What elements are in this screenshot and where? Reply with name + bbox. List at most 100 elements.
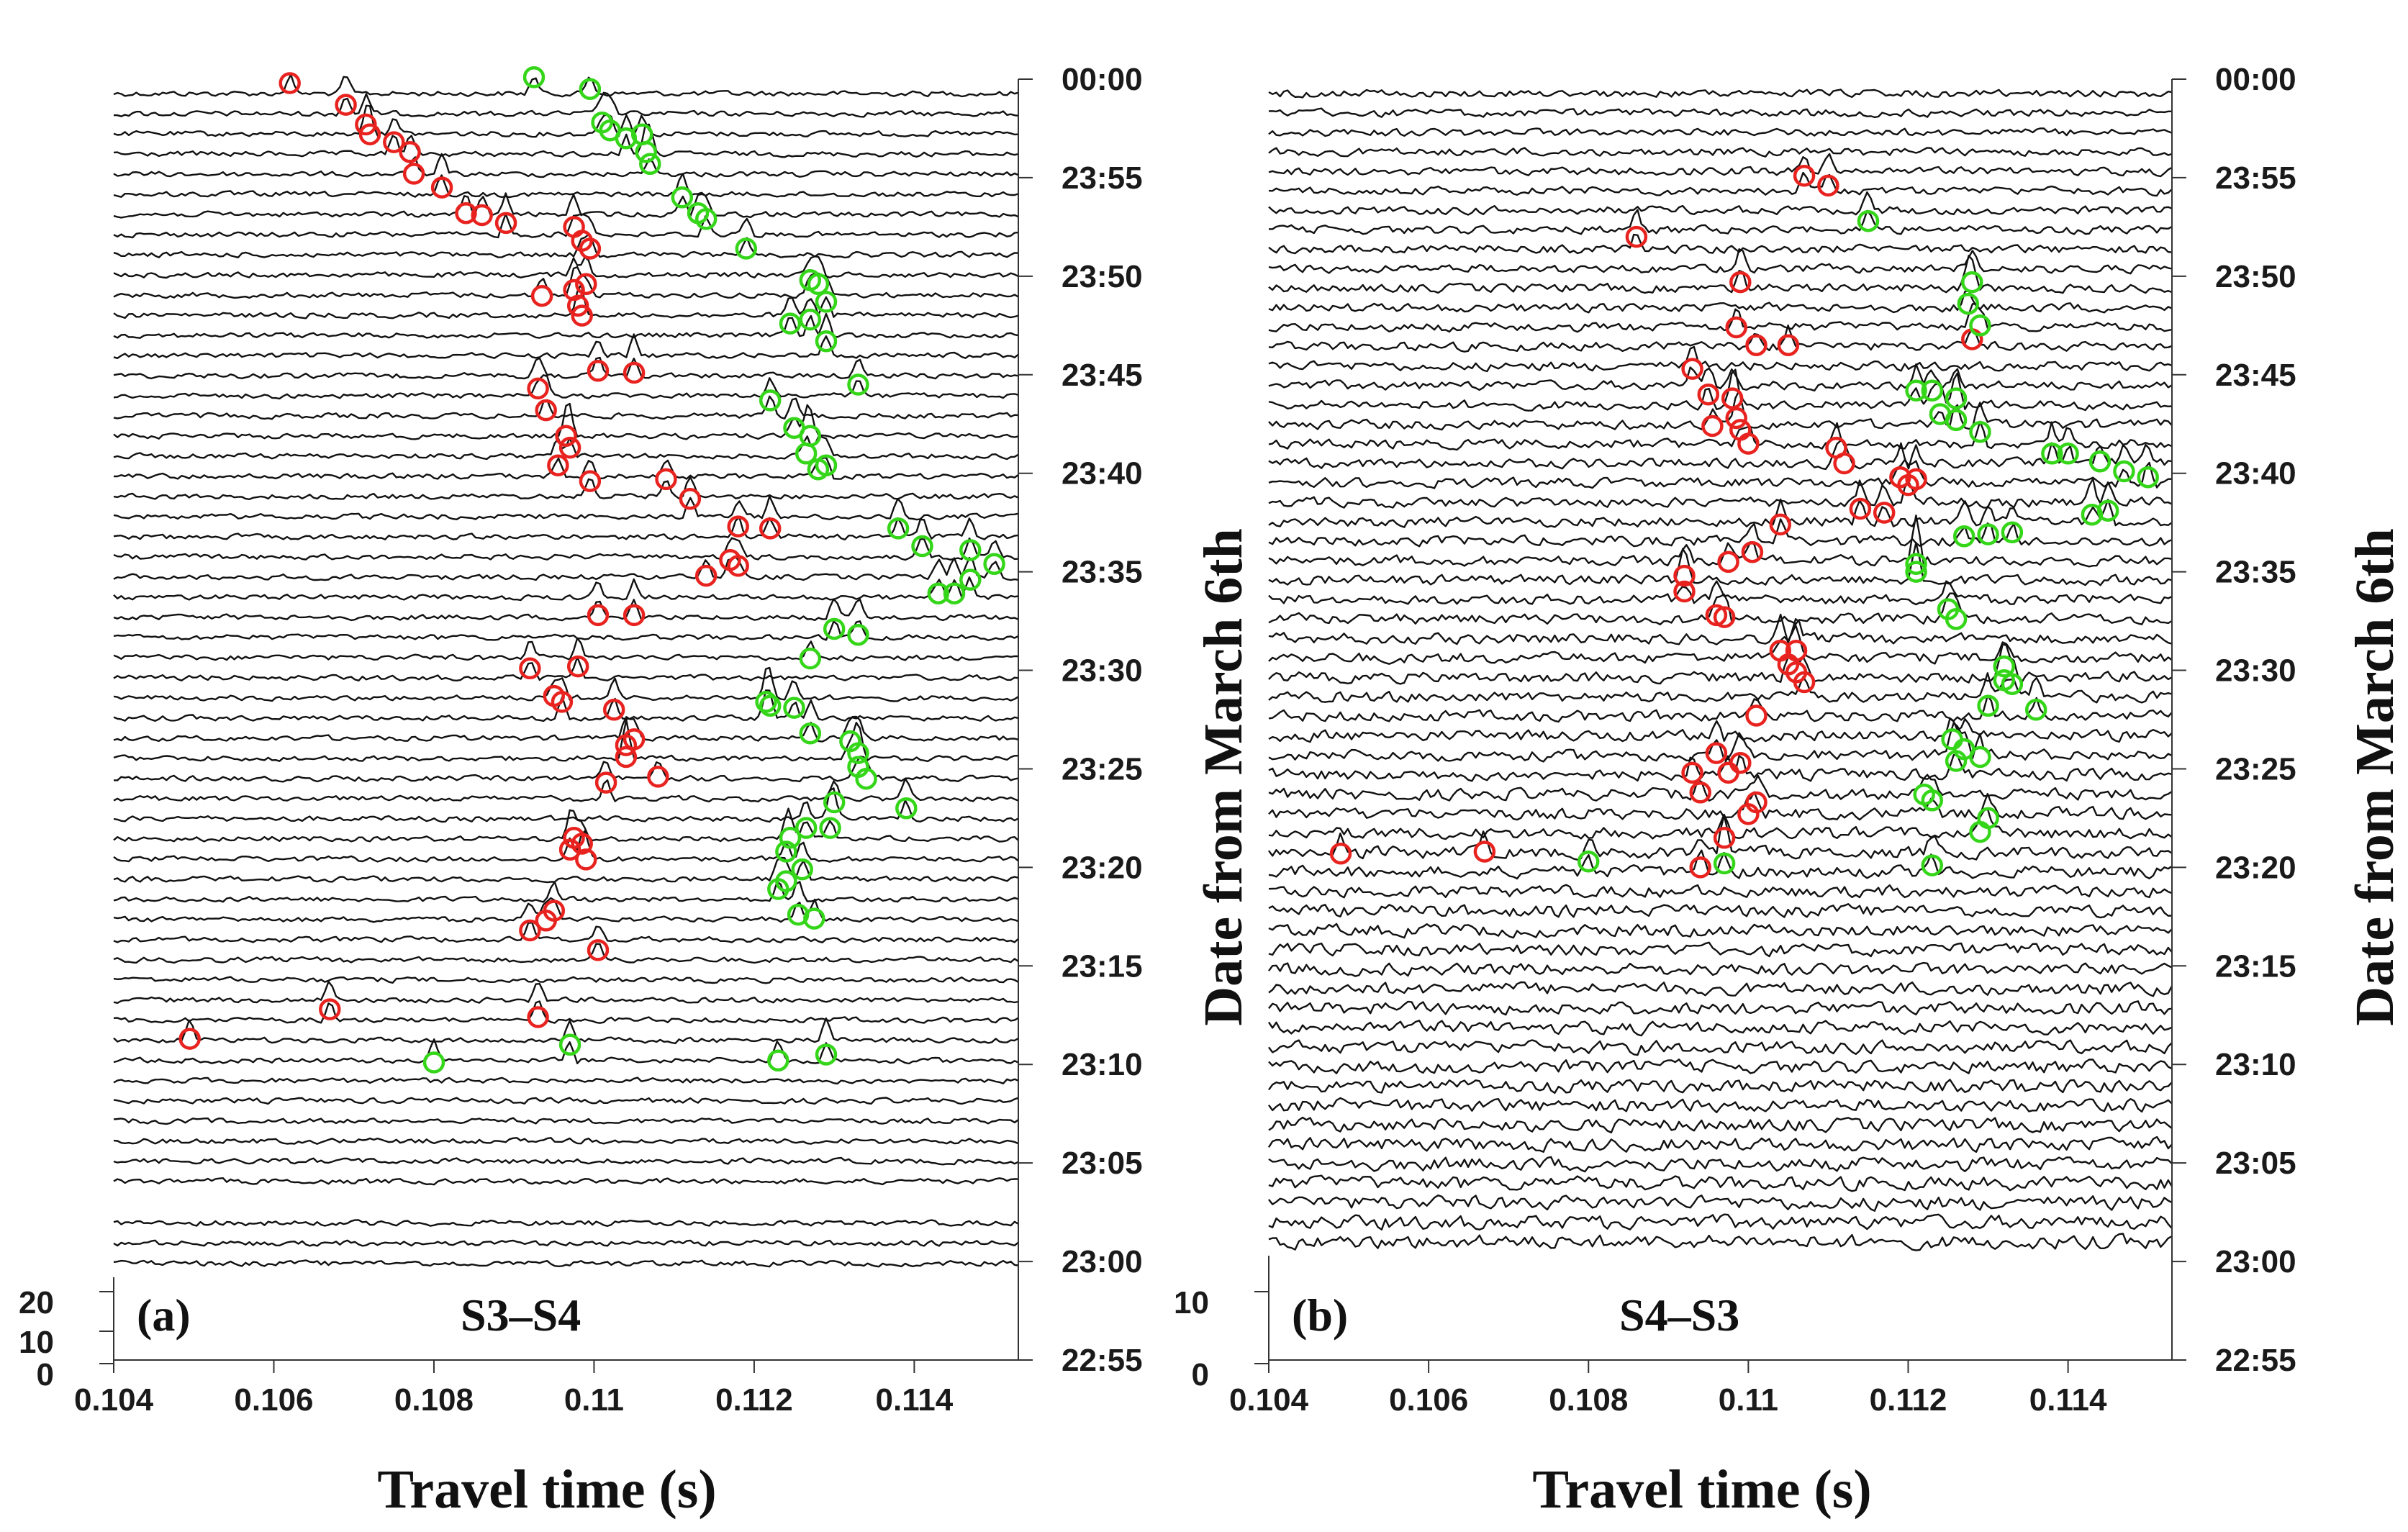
red-pick-marker [1817, 174, 1839, 197]
x-tick-label: 0.114 [2029, 1382, 2107, 1418]
trace-line [113, 637, 1019, 662]
red-pick-marker [566, 655, 589, 678]
red-pick-marker [1473, 840, 1496, 863]
trace-line [1268, 191, 2173, 216]
green-pick-marker [815, 1043, 838, 1066]
red-pick-marker [1673, 564, 1696, 587]
amplitude-tick-label: 0 [37, 1357, 54, 1392]
green-pick-marker [1969, 745, 1991, 769]
green-pick-marker [815, 330, 838, 353]
trace-line [1268, 518, 2173, 548]
green-pick-marker [847, 373, 869, 396]
trace-line [113, 943, 1019, 964]
green-pick-marker [847, 742, 869, 764]
red-pick-marker [555, 425, 577, 447]
trace-line [1268, 458, 2172, 489]
trace-line [1268, 542, 2173, 586]
trace-line [113, 1177, 1019, 1186]
red-pick-marker [1833, 452, 1855, 475]
green-pick-marker [895, 797, 918, 820]
time-tick-label: 23:25 [2215, 751, 2296, 787]
red-pick-marker [1725, 316, 1747, 339]
trace-line [1268, 325, 2173, 353]
red-pick-marker [587, 604, 610, 627]
green-pick-marker [1921, 379, 1944, 402]
red-pick-marker [1769, 513, 1792, 536]
red-pick-marker [1725, 407, 1747, 430]
green-pick-marker [1969, 420, 1991, 443]
green-pick-marker [1977, 523, 1999, 545]
green-pick-marker [799, 722, 822, 745]
green-pick-marker [579, 78, 602, 100]
red-pick-marker [579, 237, 602, 260]
trace-line [1268, 289, 2173, 314]
red-pick-marker [494, 212, 517, 235]
trace-line [113, 255, 1019, 279]
panel-b-title: S4–S3 [1619, 1289, 1739, 1341]
trace-line [1268, 233, 2173, 255]
trace-line [113, 356, 1019, 380]
trace-line [113, 666, 1019, 702]
time-tick-label: 23:20 [2215, 850, 2296, 885]
trace-line [1267, 1136, 2173, 1153]
trace-line [1268, 89, 2173, 99]
trace-line [1268, 791, 2173, 821]
green-pick-marker [911, 535, 933, 558]
red-pick-marker [471, 204, 493, 227]
green-pick-marker [1977, 694, 1999, 717]
green-pick-marker [1905, 379, 1927, 402]
red-pick-marker [623, 604, 646, 627]
x-tick-label: 0.106 [234, 1382, 313, 1418]
trace-line [113, 516, 1019, 540]
red-pick-marker [430, 176, 453, 199]
trace-line [113, 719, 1019, 763]
green-pick-marker [2001, 521, 2024, 544]
green-pick-marker [767, 1049, 789, 1072]
x-tick-label: 0.104 [1229, 1382, 1309, 1418]
green-pick-marker [783, 697, 805, 719]
green-pick-marker [1713, 852, 1736, 875]
green-pick-marker [779, 312, 802, 335]
trace-line [1268, 981, 2173, 997]
panel-b-label: (b) [1292, 1289, 1348, 1341]
green-pick-marker [959, 568, 982, 591]
red-pick-marker [579, 470, 602, 492]
panel-a-axes: 22:55 23:00 23:05 23:10 23:15 23:20 23:25 23:30… [19, 62, 1143, 1418]
red-pick-marker [655, 468, 677, 491]
trace-line [113, 787, 1019, 823]
green-pick-marker [1905, 553, 1927, 575]
green-pick-marker [1905, 561, 1927, 583]
trace-line [113, 976, 1019, 984]
trace-line [113, 598, 1019, 622]
red-pick-marker [727, 515, 749, 538]
green-pick-marker [807, 273, 830, 296]
green-pick-marker [959, 539, 982, 561]
time-tick-label: 23:10 [1062, 1047, 1143, 1082]
red-pick-marker [335, 94, 357, 116]
green-pick-marker [775, 840, 797, 863]
time-tick-label: 23:40 [2215, 456, 2296, 491]
trace-line [113, 153, 1019, 178]
time-tick-label: 23:15 [1062, 948, 1143, 984]
red-pick-marker [1713, 606, 1736, 628]
red-pick-marker [694, 564, 718, 587]
trace-line [113, 537, 1019, 561]
green-pick-marker [639, 153, 661, 176]
x-tick-label: 0.114 [876, 1382, 954, 1418]
trace-line [1268, 923, 2173, 939]
green-pick-marker [823, 791, 846, 814]
green-pick-marker [803, 907, 825, 930]
time-tick-label: 23:15 [2215, 948, 2296, 984]
green-pick-marker [887, 517, 910, 540]
red-pick-marker [1745, 704, 1767, 727]
green-pick-marker [1857, 209, 1880, 232]
green-pick-marker [2041, 443, 2063, 465]
green-pick-marker [1921, 854, 1944, 876]
trace-line [113, 1097, 1019, 1105]
red-pick-marker [571, 304, 593, 327]
green-pick-marker [2088, 450, 2111, 473]
green-pick-marker [1952, 525, 1975, 548]
panel-a-x-axis-label: Travel time (s) [377, 1459, 716, 1520]
red-pick-marker [571, 833, 593, 855]
amplitude-tick-label: 20 [19, 1285, 54, 1320]
